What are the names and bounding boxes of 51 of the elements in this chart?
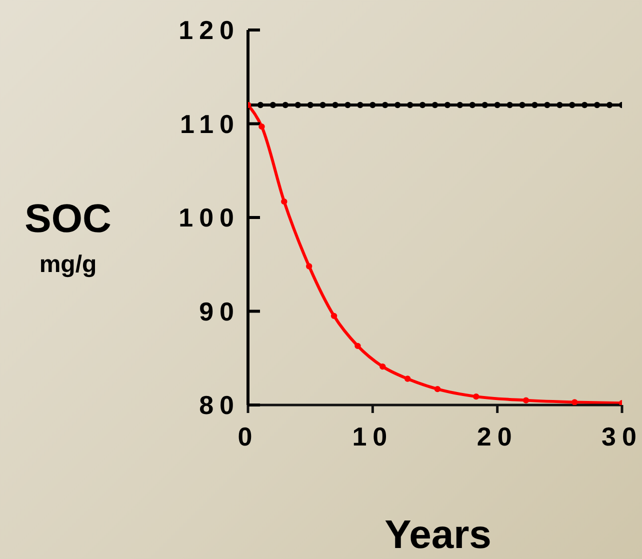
- point: [282, 102, 288, 108]
- y-tick-label: 110: [180, 108, 240, 139]
- y-tick-label: 100: [178, 202, 240, 233]
- point: [532, 102, 538, 108]
- point: [456, 102, 464, 108]
- point: [522, 397, 530, 404]
- x-axis-title: Years: [384, 513, 492, 557]
- point: [294, 102, 301, 108]
- point: [469, 102, 476, 108]
- point: [569, 102, 576, 108]
- point: [406, 102, 414, 108]
- point: [556, 102, 563, 108]
- point: [482, 102, 488, 108]
- point: [434, 386, 441, 392]
- point: [494, 102, 500, 108]
- point: [572, 399, 578, 405]
- point: [306, 263, 312, 270]
- point: [370, 102, 376, 108]
- y-tick-label: 120: [178, 15, 240, 46]
- point: [394, 102, 401, 108]
- point: [320, 102, 326, 108]
- y-tick-label: 90: [199, 296, 240, 326]
- y-axis-title: SOC mg/g: [24, 197, 112, 278]
- point: [330, 312, 338, 320]
- point: [258, 123, 265, 130]
- point: [307, 102, 314, 108]
- point: [544, 102, 550, 108]
- point: [270, 102, 276, 108]
- point: [432, 102, 438, 108]
- point: [281, 198, 288, 205]
- point: [444, 102, 451, 108]
- y-tick-label: 80: [199, 390, 240, 420]
- point: [606, 102, 613, 108]
- point: [506, 102, 513, 108]
- point: [473, 393, 480, 400]
- point: [582, 102, 588, 108]
- point: [519, 102, 526, 108]
- point: [419, 102, 426, 108]
- x-tick-label: 20: [476, 421, 518, 452]
- x-tick-label: 0: [238, 421, 258, 452]
- x-tick-label: 10: [352, 421, 394, 452]
- point: [257, 102, 264, 108]
- point: [594, 102, 600, 108]
- point: [354, 342, 361, 350]
- point: [332, 102, 338, 108]
- point: [382, 102, 388, 108]
- point: [357, 102, 364, 108]
- point: [344, 102, 351, 108]
- point: [404, 376, 411, 382]
- x-tick-label: 30: [602, 421, 642, 452]
- point: [380, 363, 386, 370]
